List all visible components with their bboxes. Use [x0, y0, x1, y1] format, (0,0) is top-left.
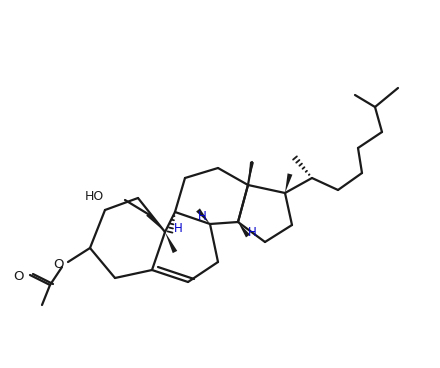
Text: H: H [248, 226, 257, 238]
Text: O: O [54, 258, 64, 270]
Polygon shape [165, 232, 177, 253]
Text: O: O [14, 269, 24, 283]
Text: HO: HO [85, 190, 104, 202]
Text: H: H [198, 209, 206, 223]
Polygon shape [238, 222, 250, 237]
Polygon shape [248, 162, 254, 185]
Polygon shape [285, 173, 293, 193]
Text: H: H [174, 222, 182, 234]
Polygon shape [196, 208, 210, 224]
Polygon shape [146, 212, 165, 232]
